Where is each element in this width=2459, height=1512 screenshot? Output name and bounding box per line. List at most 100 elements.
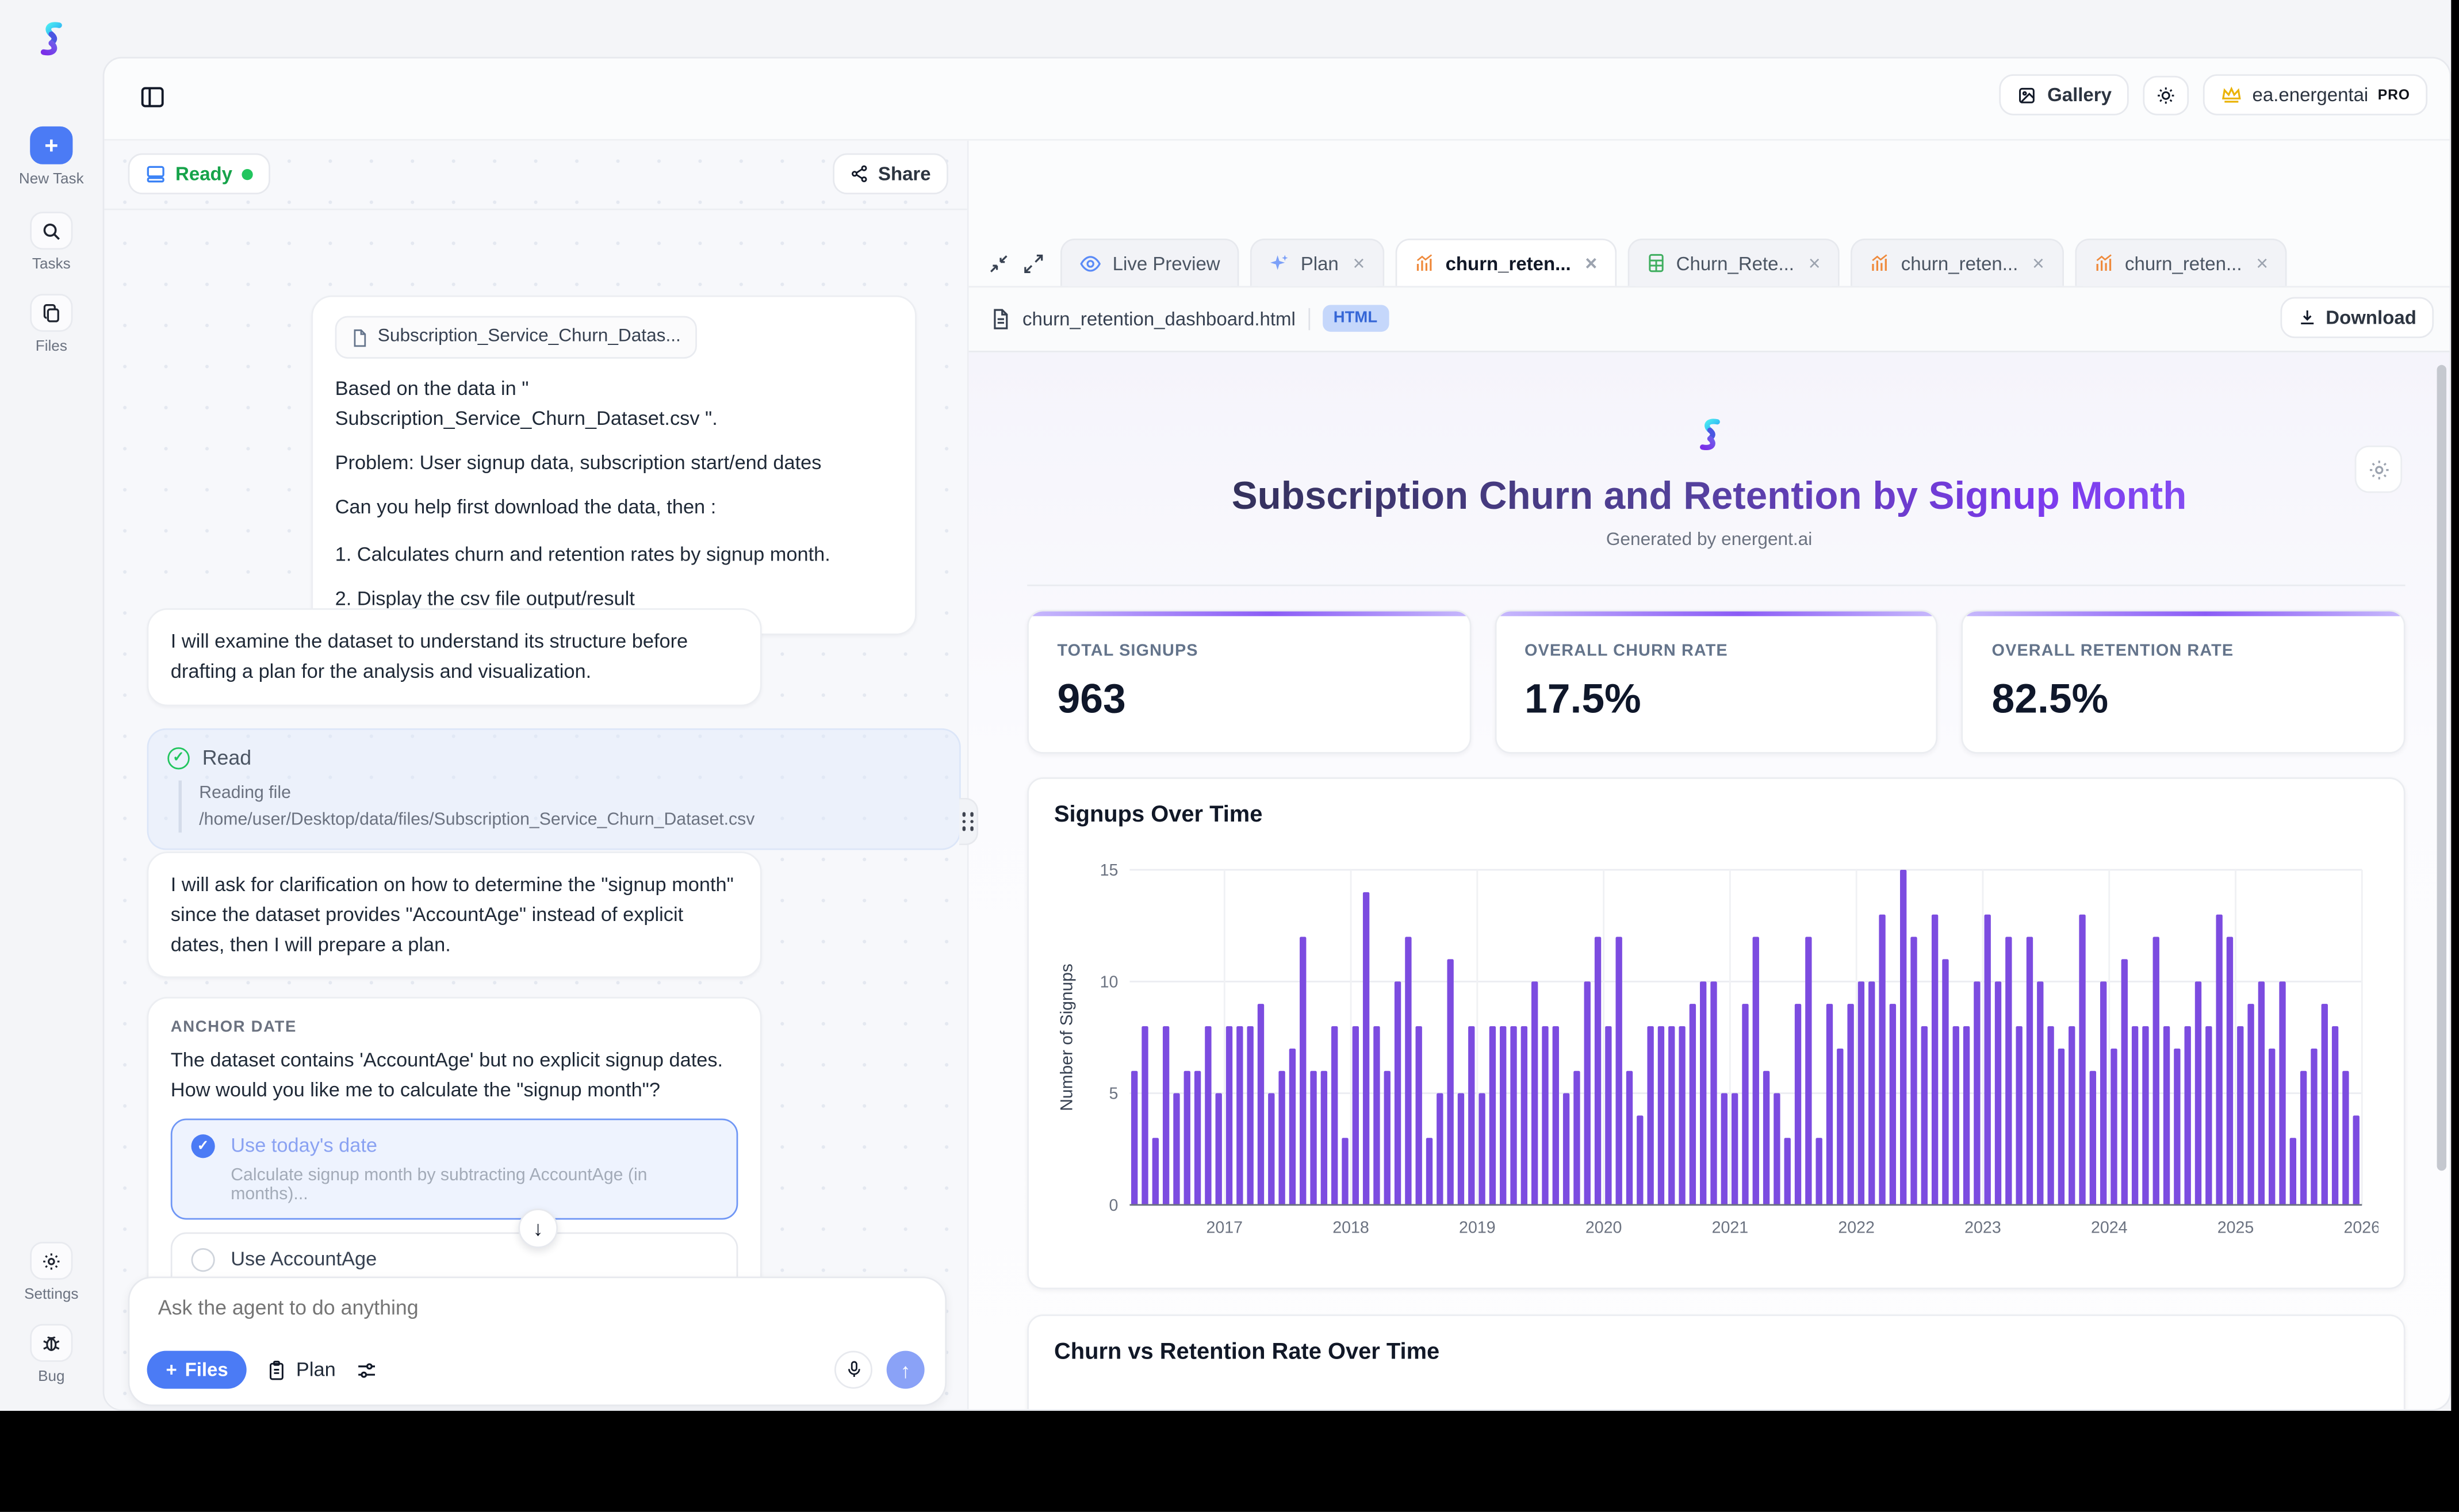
radio-selected-icon: ✓ [191, 1134, 215, 1157]
user-message-line: 1. Calculates churn and retention rates … [335, 541, 893, 571]
close-icon[interactable]: × [2032, 251, 2044, 275]
plus-icon: + [166, 1359, 177, 1380]
files-label: Files [0, 338, 103, 355]
check-circle-icon: ✓ [167, 746, 189, 768]
stat-card-retention-rate: OVERALL RETENTION RATE 82.5% [1962, 610, 2405, 754]
preview-filename: churn_retention_dashboard.html [1022, 308, 1296, 329]
plan-button[interactable]: Plan [267, 1359, 335, 1380]
gallery-label: Gallery [2047, 84, 2112, 106]
app-window: Gallery ea.energentai PRO [103, 57, 2452, 1411]
svg-text:15: 15 [1100, 861, 1119, 880]
sun-icon [2156, 85, 2177, 105]
chart-icon [2093, 253, 2114, 274]
mic-icon [845, 1360, 862, 1379]
preview-scrollbar-thumb[interactable] [2437, 365, 2446, 1171]
spreadsheet-icon [1646, 253, 1665, 274]
energent-logo [0, 19, 103, 59]
bug-icon [41, 1333, 62, 1353]
assistant-message-text: I will examine the dataset to understand… [171, 627, 738, 686]
stat-label: OVERALL RETENTION RATE [1992, 642, 2376, 661]
agent-status-button[interactable]: Ready [128, 153, 270, 194]
preview-panel: Live Preview Plan × churn_reten... [967, 141, 2450, 1410]
user-message-line: Can you help first download the data, th… [335, 492, 893, 522]
file-icon [351, 328, 368, 347]
stat-value: 82.5% [1992, 674, 2376, 723]
chat-header: Ready Share [104, 141, 967, 210]
svg-text:2021: 2021 [1712, 1218, 1749, 1237]
tab-label: Churn_Rete... [1676, 252, 1794, 274]
window-topbar: Gallery ea.energentai PRO [104, 59, 2449, 141]
tab-plan[interactable]: Plan × [1250, 239, 1384, 286]
pro-badge: PRO [2378, 87, 2410, 102]
app-screenshot: + New Task Tasks Files Settings Bug [0, 0, 2459, 1512]
bug-label: Bug [0, 1368, 103, 1386]
plus-icon: + [44, 132, 58, 159]
download-button[interactable]: Download [2280, 297, 2434, 338]
svg-text:2025: 2025 [2217, 1218, 2254, 1237]
tab-live-preview[interactable]: Live Preview [1060, 239, 1239, 286]
composer-input[interactable] [155, 1294, 920, 1321]
sidebar-toggle-icon[interactable] [139, 84, 166, 111]
dashboard-subtitle: Generated by energent.ai [969, 531, 2450, 550]
tab-label: churn_reten... [1901, 252, 2018, 274]
share-label: Share [878, 163, 931, 185]
eye-icon [1079, 254, 1101, 273]
close-icon[interactable]: × [1809, 251, 1821, 275]
arrow-up-icon: ↑ [901, 1358, 911, 1381]
grip-dots-icon [962, 812, 974, 831]
tab-churn-retention-2[interactable]: churn_reten... × [1851, 239, 2063, 286]
expand-icon[interactable] [1022, 253, 1044, 275]
download-label: Download [2326, 306, 2416, 328]
crown-icon [2221, 85, 2243, 104]
collapse-icon[interactable] [988, 253, 1010, 275]
option-title: Use today's date [231, 1134, 377, 1156]
user-message-line: Based on the data in " Subscription_Serv… [335, 375, 893, 434]
tab-churn-retention-3[interactable]: churn_reten... × [2074, 239, 2287, 286]
mic-button[interactable] [834, 1351, 872, 1389]
scroll-to-bottom-button[interactable]: ↓ [518, 1208, 558, 1248]
file-icon [991, 308, 1010, 329]
file-bar: churn_retention_dashboard.html HTML Down… [969, 286, 2450, 352]
read-step-card[interactable]: ✓ Read Reading file /home/user/Desktop/d… [147, 728, 961, 850]
card-accent [1029, 612, 1469, 616]
churn-retention-line-chart: 100 [1054, 1387, 2378, 1409]
share-button[interactable]: Share [832, 153, 948, 194]
send-button[interactable]: ↑ [887, 1351, 925, 1389]
gear-icon [41, 1250, 62, 1271]
close-icon[interactable]: × [1585, 251, 1597, 275]
letterbox-right [2451, 0, 2459, 1512]
user-message-line: Problem: User signup data, subscription … [335, 448, 893, 478]
stat-label: TOTAL SIGNUPS [1057, 642, 1441, 661]
tab-churn-retention-html[interactable]: churn_reten... × [1395, 239, 1617, 286]
tab-label: Live Preview [1113, 252, 1220, 274]
files-icon [41, 302, 62, 323]
theme-toggle-button[interactable] [2143, 75, 2189, 115]
close-icon[interactable]: × [2256, 251, 2268, 275]
tab-churn-retention-csv[interactable]: Churn_Rete... × [1627, 239, 1839, 286]
gallery-button[interactable]: Gallery [2000, 74, 2129, 115]
option-use-todays-date[interactable]: ✓ Use today's date Calculate signup mont… [171, 1118, 738, 1219]
files-button-label: Files [185, 1359, 228, 1380]
account-button[interactable]: ea.energentai PRO [2203, 74, 2427, 115]
card-accent [1496, 612, 1937, 616]
dashboard-settings-button[interactable] [2355, 446, 2402, 493]
gear-icon [2366, 458, 2390, 481]
sidebar-item-settings[interactable]: Settings [0, 1242, 103, 1303]
close-icon[interactable]: × [1353, 251, 1365, 275]
panel-resize-handle[interactable] [959, 798, 978, 845]
sidebar-item-files[interactable]: Files [0, 294, 103, 355]
sidebar-item-bug[interactable]: Bug [0, 1324, 103, 1386]
files-button[interactable]: + Files [147, 1351, 247, 1389]
attached-file-chip[interactable]: Subscription_Service_Churn_Datas... [335, 316, 697, 359]
arrow-down-icon: ↓ [533, 1216, 543, 1240]
sidebar-item-tasks[interactable]: Tasks [0, 212, 103, 273]
file-chip-label: Subscription_Service_Churn_Datas... [378, 324, 681, 351]
svg-text:5: 5 [1109, 1085, 1119, 1103]
dashboard-title: Subscription Churn and Retention by Sign… [969, 475, 2450, 520]
settings-sliders-icon[interactable] [356, 1360, 378, 1380]
signups-bar-chart: 0510152017201820192020202120222023202420… [1054, 847, 2378, 1264]
assistant-message: I will ask for clarification on how to d… [147, 851, 762, 978]
computer-icon [145, 164, 166, 183]
churn-retention-chart-card: Churn vs Retention Rate Over Time 100 [1027, 1315, 2405, 1410]
new-task-button[interactable]: + New Task [0, 126, 103, 188]
